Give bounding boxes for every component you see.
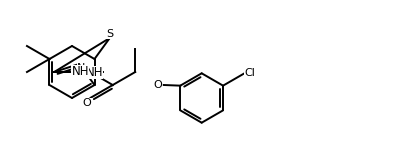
Text: N: N [77, 63, 85, 73]
Text: O: O [153, 80, 162, 90]
Text: NH: NH [71, 66, 89, 78]
Text: O: O [83, 98, 92, 108]
Text: Cl: Cl [244, 68, 255, 78]
Text: S: S [106, 29, 113, 39]
Text: NH: NH [85, 66, 103, 78]
